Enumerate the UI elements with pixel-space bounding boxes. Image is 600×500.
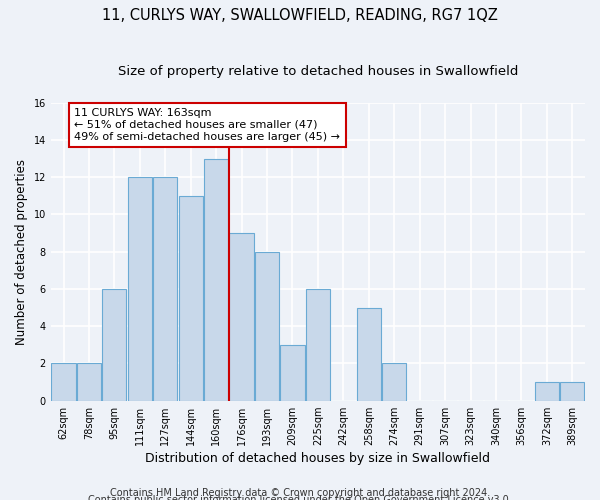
Bar [153, 178, 178, 400]
Bar [52, 364, 76, 401]
Bar [560, 382, 584, 400]
Bar [535, 382, 559, 400]
Bar [204, 158, 228, 400]
Text: Contains public sector information licensed under the Open Government Licence v3: Contains public sector information licen… [88, 495, 512, 500]
Y-axis label: Number of detached properties: Number of detached properties [15, 158, 28, 344]
Text: 11 CURLYS WAY: 163sqm
← 51% of detached houses are smaller (47)
49% of semi-deta: 11 CURLYS WAY: 163sqm ← 51% of detached … [74, 108, 340, 142]
X-axis label: Distribution of detached houses by size in Swallowfield: Distribution of detached houses by size … [145, 452, 490, 465]
Bar [255, 252, 279, 400]
Bar [103, 289, 127, 401]
Bar [306, 289, 330, 401]
Bar [179, 196, 203, 400]
Bar [128, 178, 152, 400]
Bar [77, 364, 101, 401]
Bar [356, 308, 381, 400]
Text: Contains HM Land Registry data © Crown copyright and database right 2024.: Contains HM Land Registry data © Crown c… [110, 488, 490, 498]
Text: 11, CURLYS WAY, SWALLOWFIELD, READING, RG7 1QZ: 11, CURLYS WAY, SWALLOWFIELD, READING, R… [102, 8, 498, 22]
Title: Size of property relative to detached houses in Swallowfield: Size of property relative to detached ho… [118, 65, 518, 78]
Bar [382, 364, 406, 401]
Bar [280, 345, 305, 401]
Bar [229, 233, 254, 400]
